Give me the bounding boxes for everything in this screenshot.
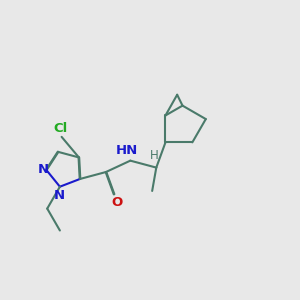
Text: Cl: Cl xyxy=(53,122,67,135)
Text: H: H xyxy=(150,149,159,162)
Text: O: O xyxy=(111,196,122,209)
Text: N: N xyxy=(38,164,49,176)
Text: HN: HN xyxy=(116,145,138,158)
Text: N: N xyxy=(54,189,65,202)
